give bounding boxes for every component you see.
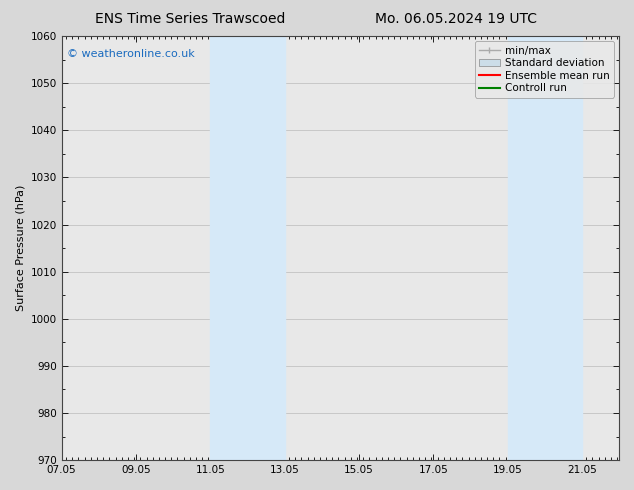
Legend: min/max, Standard deviation, Ensemble mean run, Controll run: min/max, Standard deviation, Ensemble me… bbox=[475, 41, 614, 98]
Bar bbox=[508, 36, 582, 460]
Text: © weatheronline.co.uk: © weatheronline.co.uk bbox=[67, 49, 195, 59]
Text: Mo. 06.05.2024 19 UTC: Mo. 06.05.2024 19 UTC bbox=[375, 12, 538, 26]
Text: ENS Time Series Trawscoed: ENS Time Series Trawscoed bbox=[95, 12, 285, 26]
Y-axis label: Surface Pressure (hPa): Surface Pressure (hPa) bbox=[15, 185, 25, 311]
Bar bbox=[210, 36, 285, 460]
